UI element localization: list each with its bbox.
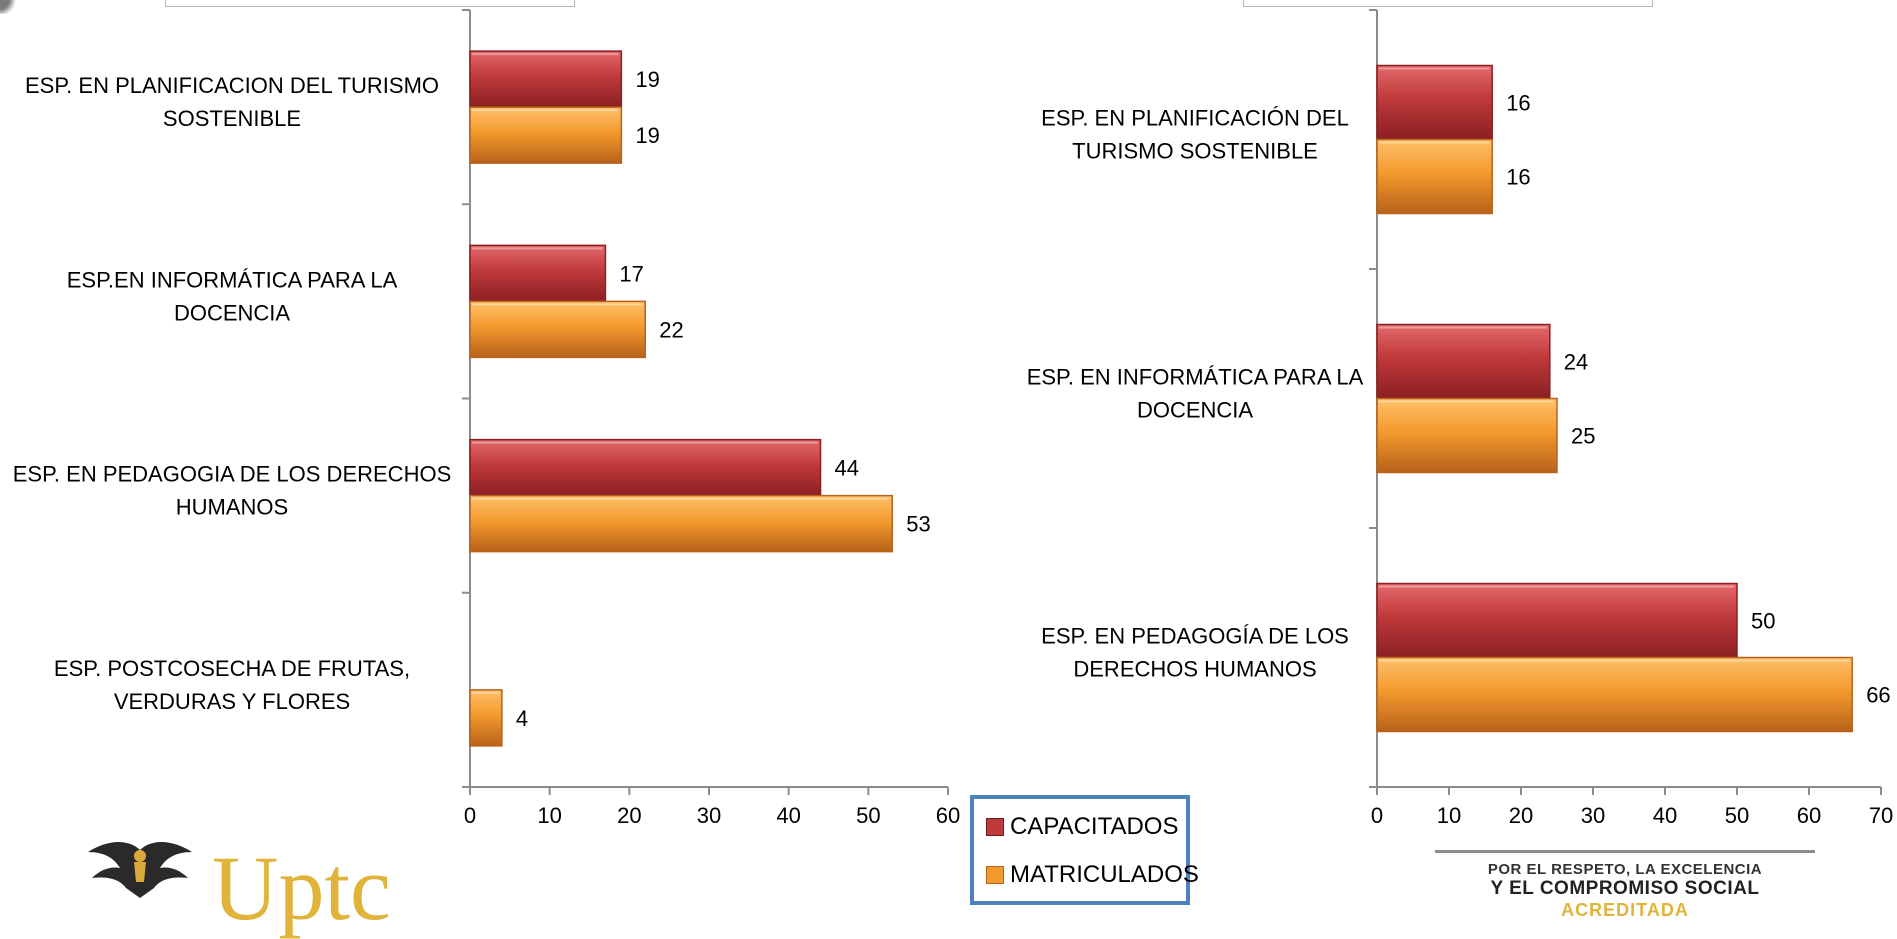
category-label: VERDURAS Y FLORES	[114, 689, 350, 714]
chart-left: 0 10 20 30 40 50 60 19 19 ESP. EN PLANIFICACION D…	[13, 9, 960, 828]
slogan-line-3: ACREDITADA	[1561, 900, 1689, 920]
legend-item-matriculados: MATRICULADOS	[986, 861, 1199, 889]
slogan-block: POR EL RESPETO, LA EXCELENCIA Y EL COMPR…	[1435, 850, 1815, 921]
data-label-capacitados: 16	[1506, 91, 1530, 116]
x-tick-label: 70	[1869, 803, 1893, 828]
bar-matriculados	[469, 494, 893, 553]
bar-capacitados	[469, 50, 623, 108]
slogan-line-2: Y EL COMPROMISO SOCIAL	[1490, 878, 1760, 899]
x-tick-label: 50	[856, 803, 880, 828]
bar-matriculados	[1376, 656, 1853, 733]
data-label-capacitados: 24	[1564, 350, 1588, 375]
eagle-logo-icon	[88, 842, 192, 898]
x-tick-label: 50	[1725, 803, 1749, 828]
data-label-capacitados: 17	[619, 261, 643, 286]
bar-matriculados	[469, 106, 623, 164]
right-title-box-fragment	[1243, 0, 1653, 7]
category-label: ESP.EN INFORMÁTICA PARA LA	[67, 267, 398, 292]
data-label-matriculados: 19	[635, 123, 659, 148]
uptc-logo-text: Uptc	[212, 837, 391, 939]
category-label: DERECHOS HUMANOS	[1073, 657, 1316, 682]
category-label: ESP. POSTCOSECHA DE FRUTAS,	[54, 656, 410, 681]
category-label: ESP. EN PLANIFICACION DEL TURISMO	[25, 73, 439, 98]
left-title-box-fragment	[165, 0, 575, 7]
category-label: TURISMO SOSTENIBLE	[1072, 139, 1318, 164]
category-label: ESP. EN PEDAGOGIA DE LOS DERECHOS	[13, 462, 452, 487]
x-tick-label: 60	[936, 803, 960, 828]
legend-label-matriculados: MATRICULADOS	[1010, 861, 1199, 888]
x-tick-label: 20	[617, 803, 641, 828]
x-tick-label: 40	[776, 803, 800, 828]
legend-item-capacitados: CAPACITADOS	[986, 813, 1178, 841]
data-label-matriculados: 53	[906, 512, 930, 537]
x-tick-label: 30	[1581, 803, 1605, 828]
data-label-capacitados: 50	[1751, 609, 1775, 634]
x-tick-label: 40	[1653, 803, 1677, 828]
data-label-matriculados: 66	[1866, 683, 1890, 708]
x-tick-label: 10	[1437, 803, 1461, 828]
bar-capacitados	[1376, 323, 1551, 400]
legend-label-capacitados: CAPACITADOS	[1010, 813, 1179, 840]
category-label: SOSTENIBLE	[163, 106, 301, 131]
data-label-capacitados: 19	[635, 67, 659, 92]
legend-swatch-capacitados	[986, 818, 1004, 836]
slogan-line-1: POR EL RESPETO, LA EXCELENCIA	[1487, 861, 1763, 878]
chart-right: 0 10 20 30 40 50 60 70 16 16 ESP. EN PLANIFICACIÓN…	[1027, 9, 1893, 828]
corner-decoration	[0, 0, 18, 14]
category-label: HUMANOS	[176, 495, 288, 520]
data-label-matriculados: 16	[1506, 165, 1530, 190]
x-tick-label: 20	[1509, 803, 1533, 828]
category-label: ESP. EN PEDAGOGÍA DE LOS	[1041, 624, 1349, 649]
bar-matriculados	[469, 300, 647, 359]
category-label: ESP. EN PLANIFICACIÓN DEL	[1041, 106, 1349, 131]
category-label: ESP. EN INFORMÁTICA PARA LA	[1027, 365, 1364, 390]
legend-swatch-matriculados	[986, 866, 1004, 884]
bar-capacitados	[1376, 582, 1738, 659]
bar-capacitados	[469, 244, 607, 303]
x-tick-label: 10	[537, 803, 561, 828]
slogan-divider	[1435, 850, 1815, 853]
bar-matriculados	[469, 689, 503, 747]
bar-matriculados	[1376, 397, 1558, 474]
data-label-matriculados: 25	[1571, 424, 1595, 449]
bar-matriculados	[1376, 138, 1493, 215]
data-label-matriculados: 4	[516, 706, 528, 731]
x-tick-label: 30	[697, 803, 721, 828]
legend: CAPACITADOS MATRICULADOS	[970, 795, 1199, 905]
x-tick-label: 60	[1797, 803, 1821, 828]
x-tick-label: 0	[464, 803, 476, 828]
category-label: DOCENCIA	[1137, 398, 1253, 423]
data-label-capacitados: 44	[835, 456, 859, 481]
category-label: DOCENCIA	[174, 300, 290, 325]
x-tick-label: 0	[1371, 803, 1383, 828]
bar-capacitados	[1376, 64, 1493, 141]
bar-capacitados	[469, 438, 822, 497]
data-label-matriculados: 22	[659, 317, 683, 342]
